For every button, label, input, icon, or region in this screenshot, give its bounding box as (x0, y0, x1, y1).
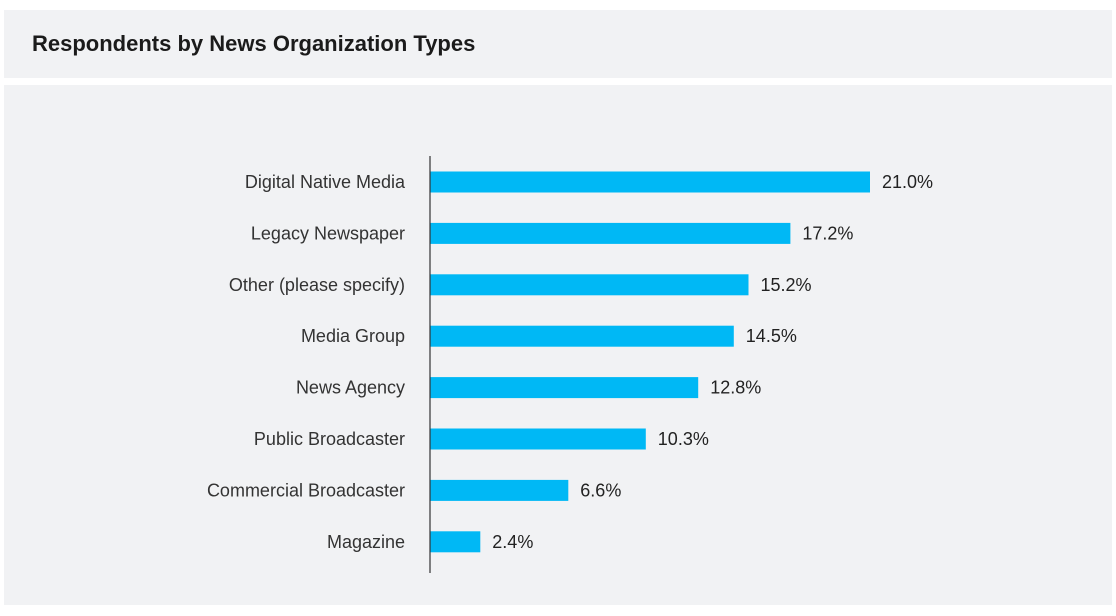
category-labels-group: Digital Native Media Legacy Newspaper Othe… (207, 172, 406, 552)
value-labels-group: 21.0% 17.2% 15.2% 14.5% 12.8% 10.3% 6.6% 2.4% (492, 172, 933, 552)
category-label-legacy-newspaper: Legacy Newspaper (251, 223, 405, 243)
bar-news-agency (430, 377, 699, 399)
bar-digital-native-media (430, 171, 870, 193)
bar-commercial-broadcaster (430, 479, 569, 501)
bar-media-group (430, 325, 734, 347)
category-label-magazine: Magazine (327, 532, 405, 552)
category-label-media-group: Media Group (301, 326, 405, 346)
category-label-other-please-specify: Other (please specify) (229, 275, 405, 295)
bars-group (430, 171, 870, 553)
category-label-news-agency: News Agency (296, 378, 405, 398)
bar-legacy-newspaper (430, 222, 791, 244)
value-label-other-please-specify: 15.2% (761, 275, 812, 295)
chart-title: Respondents by News Organization Types (32, 31, 476, 56)
value-label-media-group: 14.5% (746, 326, 797, 346)
bar-other-please-specify (430, 274, 749, 296)
category-label-digital-native-media: Digital Native Media (245, 172, 406, 192)
value-label-magazine: 2.4% (492, 532, 533, 552)
value-label-public-broadcaster: 10.3% (658, 429, 709, 449)
category-label-commercial-broadcaster: Commercial Broadcaster (207, 480, 405, 500)
category-label-public-broadcaster: Public Broadcaster (254, 429, 405, 449)
value-label-commercial-broadcaster: 6.6% (580, 480, 621, 500)
bar-public-broadcaster (430, 428, 646, 450)
bar-magazine (430, 531, 481, 553)
value-label-news-agency: 12.8% (710, 378, 761, 398)
value-label-digital-native-media: 21.0% (882, 172, 933, 192)
chart-header: Respondents by News Organization Types (4, 10, 1112, 78)
value-label-legacy-newspaper: 17.2% (802, 223, 853, 243)
